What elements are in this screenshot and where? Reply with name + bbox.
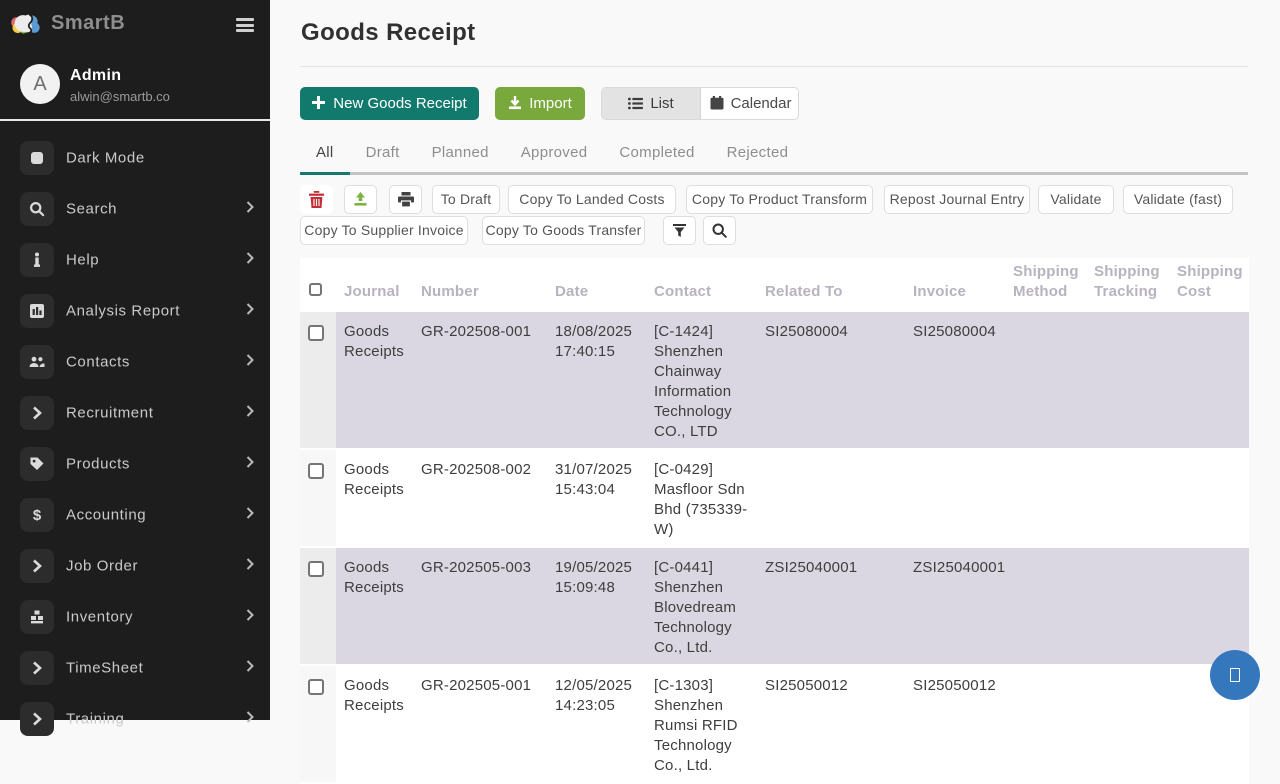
svg-text:$: $ — [33, 507, 42, 523]
